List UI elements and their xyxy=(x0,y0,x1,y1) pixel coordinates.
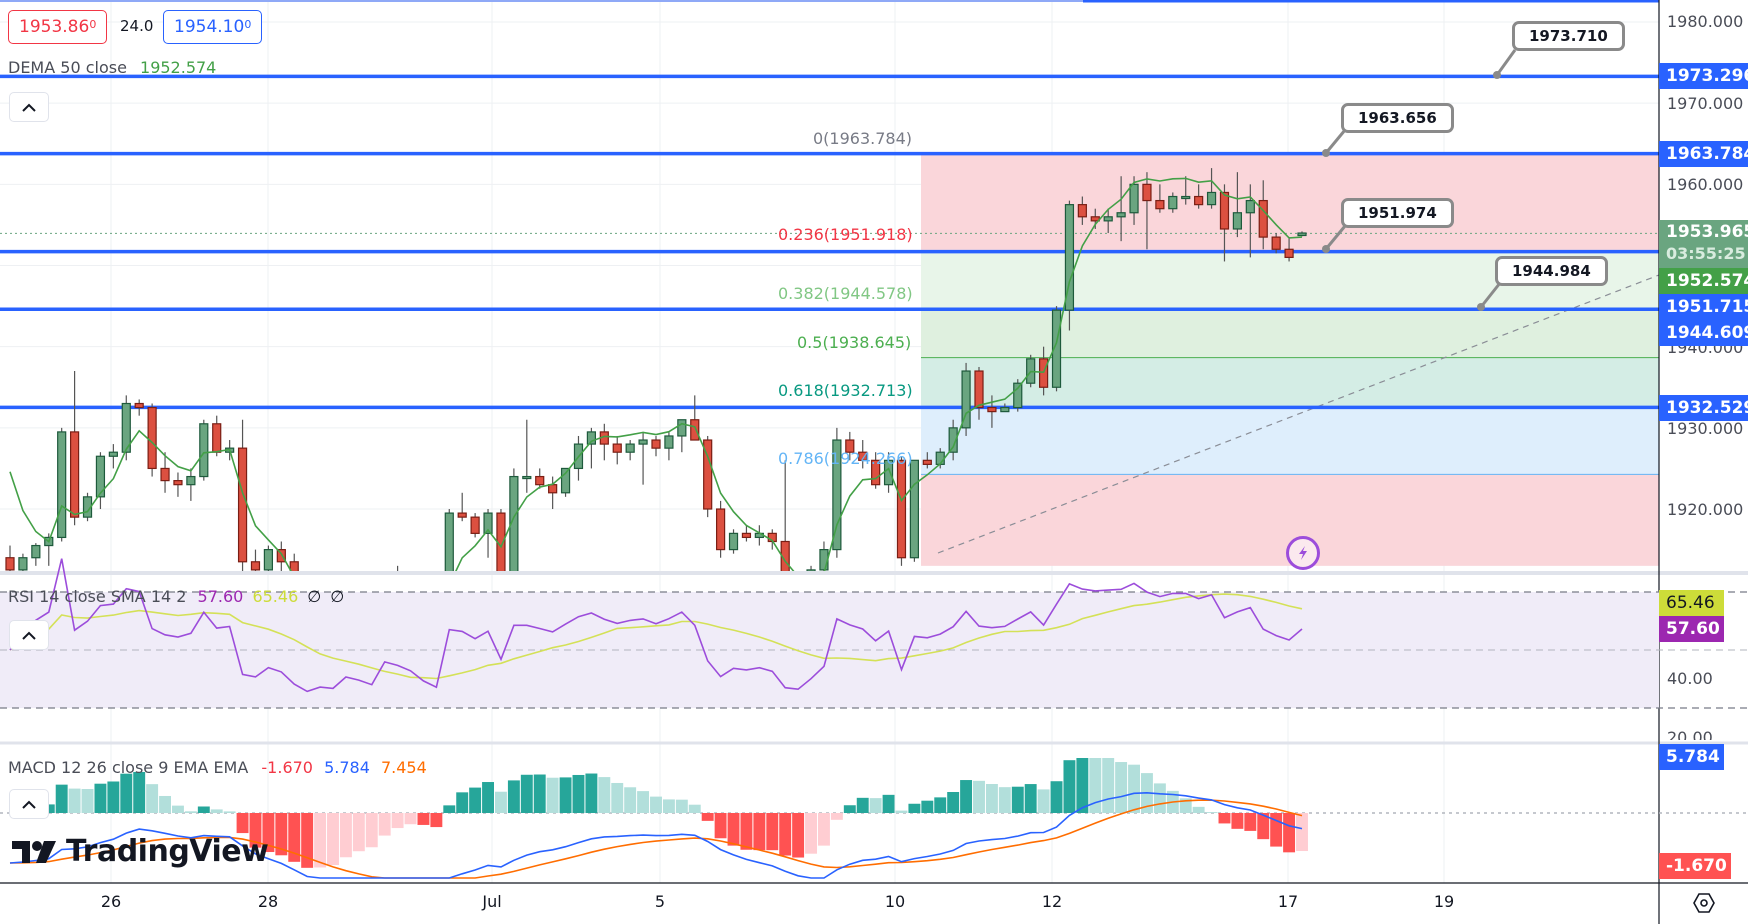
collapse-macd-legend-button[interactable] xyxy=(9,789,49,819)
bid-price-fraction: 0 xyxy=(89,18,97,31)
rsi-sma-tag: 65.46 xyxy=(1659,590,1724,616)
rsi-legend[interactable]: RSI 14 close SMA 14 2 57.60 65.46 ∅ ∅ xyxy=(8,587,344,606)
fib-level-0786: 0.786(1924.266) xyxy=(778,449,913,468)
rsi-value: 57.60 xyxy=(197,587,244,606)
fib-level-0236: 0.236(1951.918) xyxy=(778,225,913,244)
price-tag-1951: 1951.715 xyxy=(1659,294,1748,320)
bar-countdown: 03:55:25 xyxy=(1666,244,1746,263)
tradingview-logo[interactable]: TradingView xyxy=(12,834,269,869)
dema-value: 1952.574 xyxy=(140,58,217,77)
price-tag-1973: 1973.296 xyxy=(1659,63,1748,89)
collapse-rsi-legend-button[interactable] xyxy=(9,620,49,650)
rsi-tag: 57.60 xyxy=(1659,616,1724,642)
macd-hist-value: -1.670 xyxy=(261,758,313,777)
fib-level-0382: 0.382(1944.578) xyxy=(778,284,913,303)
price-callout-1963[interactable]: 1963.656 xyxy=(1341,103,1454,133)
bid-price-box[interactable]: 1953.860 xyxy=(8,10,108,44)
price-tick-1960: 1960.000 xyxy=(1667,175,1744,194)
settings-hexagon-icon xyxy=(1693,893,1715,913)
time-label-28: 28 xyxy=(257,892,279,911)
time-label-12: 12 xyxy=(1041,892,1063,911)
collapse-main-legend-button[interactable] xyxy=(9,92,49,122)
ask-price-box[interactable]: 1954.100 xyxy=(163,10,263,44)
price-tick-1970: 1970.000 xyxy=(1667,94,1744,113)
chart-settings-button[interactable] xyxy=(1690,889,1718,917)
price-callout-1973[interactable]: 1973.710 xyxy=(1512,21,1625,51)
price-tick-1920: 1920.000 xyxy=(1667,500,1744,519)
fib-level-0618: 0.618(1932.713) xyxy=(778,381,913,400)
rsi-tick-20: 20.00 xyxy=(1667,728,1713,740)
price-callout-1951[interactable]: 1951.974 xyxy=(1341,198,1454,228)
macd-line-value: 5.784 xyxy=(324,758,370,777)
ask-price-fraction: 0 xyxy=(244,18,252,31)
price-tag-1944: 1944.609 xyxy=(1659,320,1748,346)
chevron-up-icon xyxy=(22,800,36,809)
macd-label: MACD 12 26 close 9 EMA EMA xyxy=(8,758,249,777)
macd-signal-value: 7.454 xyxy=(380,758,427,777)
macd-line-tag: 5.784 xyxy=(1659,744,1724,770)
ask-price: 1954.10 xyxy=(174,17,245,37)
price-tag-1932: 1932.529 xyxy=(1659,395,1748,421)
fib-level-05: 0.5(1938.645) xyxy=(797,333,912,352)
dema-legend[interactable]: DEMA 50 close 1952.574 xyxy=(8,58,216,77)
time-label-jul: Jul xyxy=(482,892,502,911)
price-tick-1930: 1930.000 xyxy=(1667,419,1744,438)
time-label-26: 26 xyxy=(100,892,122,911)
last-price-tag: 1953.965 03:55:25 xyxy=(1659,220,1748,268)
time-label-19: 19 xyxy=(1433,892,1455,911)
rsi-tick-40: 40.00 xyxy=(1667,669,1713,688)
macd-legend[interactable]: MACD 12 26 close 9 EMA EMA -1.670 5.784 … xyxy=(8,758,427,777)
time-label-10: 10 xyxy=(884,892,906,911)
rsi-sma-value: 65.46 xyxy=(252,587,299,606)
price-tick-1980: 1980.000 xyxy=(1667,12,1744,31)
lightning-icon[interactable] xyxy=(1286,536,1320,570)
chevron-up-icon xyxy=(22,103,36,112)
dema-label: DEMA 50 close xyxy=(8,58,127,77)
rsi-extra-1: ∅ xyxy=(307,587,322,606)
tradingview-logo-icon xyxy=(12,840,56,863)
last-price: 1953.965 xyxy=(1666,222,1748,242)
rsi-label: RSI 14 close SMA 14 2 xyxy=(8,587,187,606)
price-tag-1963: 1963.784 xyxy=(1659,141,1748,167)
price-callout-1944[interactable]: 1944.984 xyxy=(1495,256,1608,286)
rsi-extra-2: ∅ xyxy=(330,587,345,606)
bid-price: 1953.86 xyxy=(19,17,90,37)
dema-tag: 1952.574 xyxy=(1659,268,1748,294)
time-label-5: 5 xyxy=(654,892,666,911)
chevron-up-icon xyxy=(22,631,36,640)
logo-text: TradingView xyxy=(66,834,269,869)
spread-value: 24.0 xyxy=(120,17,154,35)
fib-level-0: 0(1963.784) xyxy=(813,129,913,148)
time-label-17: 17 xyxy=(1277,892,1299,911)
macd-hist-tag: -1.670 xyxy=(1659,853,1731,879)
